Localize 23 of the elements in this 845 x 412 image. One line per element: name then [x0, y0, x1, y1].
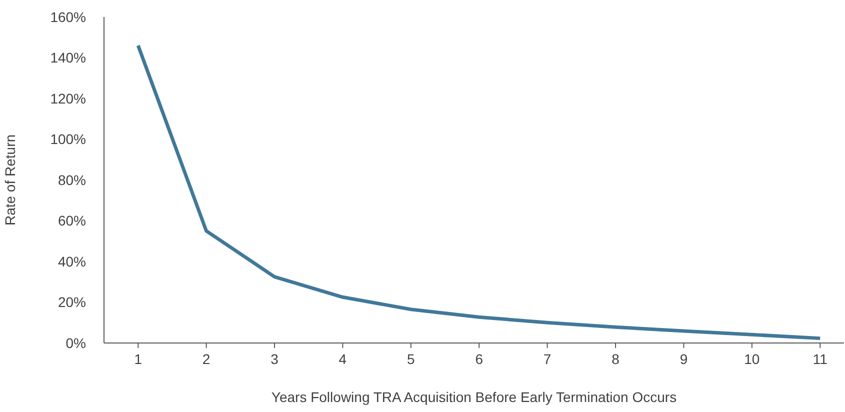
y-tick-label: 60% [58, 212, 86, 229]
y-tick-label: 20% [58, 294, 86, 310]
x-tick-label: 3 [270, 350, 279, 367]
y-tick-label: 100% [50, 131, 86, 148]
y-axis-title: Rate of Return [2, 134, 18, 226]
y-tick-label: 0% [66, 334, 86, 351]
line-series [136, 44, 822, 340]
y-tick-label: 40% [58, 253, 86, 270]
x-tick-label: 4 [338, 350, 347, 367]
y-tick-label: 120% [50, 90, 86, 106]
y-tick-label: 140% [50, 50, 86, 66]
x-tick-label: 2 [202, 350, 210, 367]
y-tick-label: 160% [50, 8, 86, 25]
x-tick-label: 9 [680, 350, 688, 367]
x-tick-label: 1 [134, 350, 142, 367]
y-tick-label: 80% [58, 172, 86, 188]
x-axis-title: Years Following TRA Acquisition Before Early Termination Occurs [271, 389, 677, 405]
x-tick-label: 8 [612, 350, 620, 367]
x-tick-label: 6 [475, 350, 484, 367]
x-tick-label: 5 [407, 350, 416, 367]
x-tick-label: 7 [543, 350, 552, 367]
x-tick-label: 10 [744, 350, 760, 367]
x-tick-label: 11 [812, 350, 828, 367]
